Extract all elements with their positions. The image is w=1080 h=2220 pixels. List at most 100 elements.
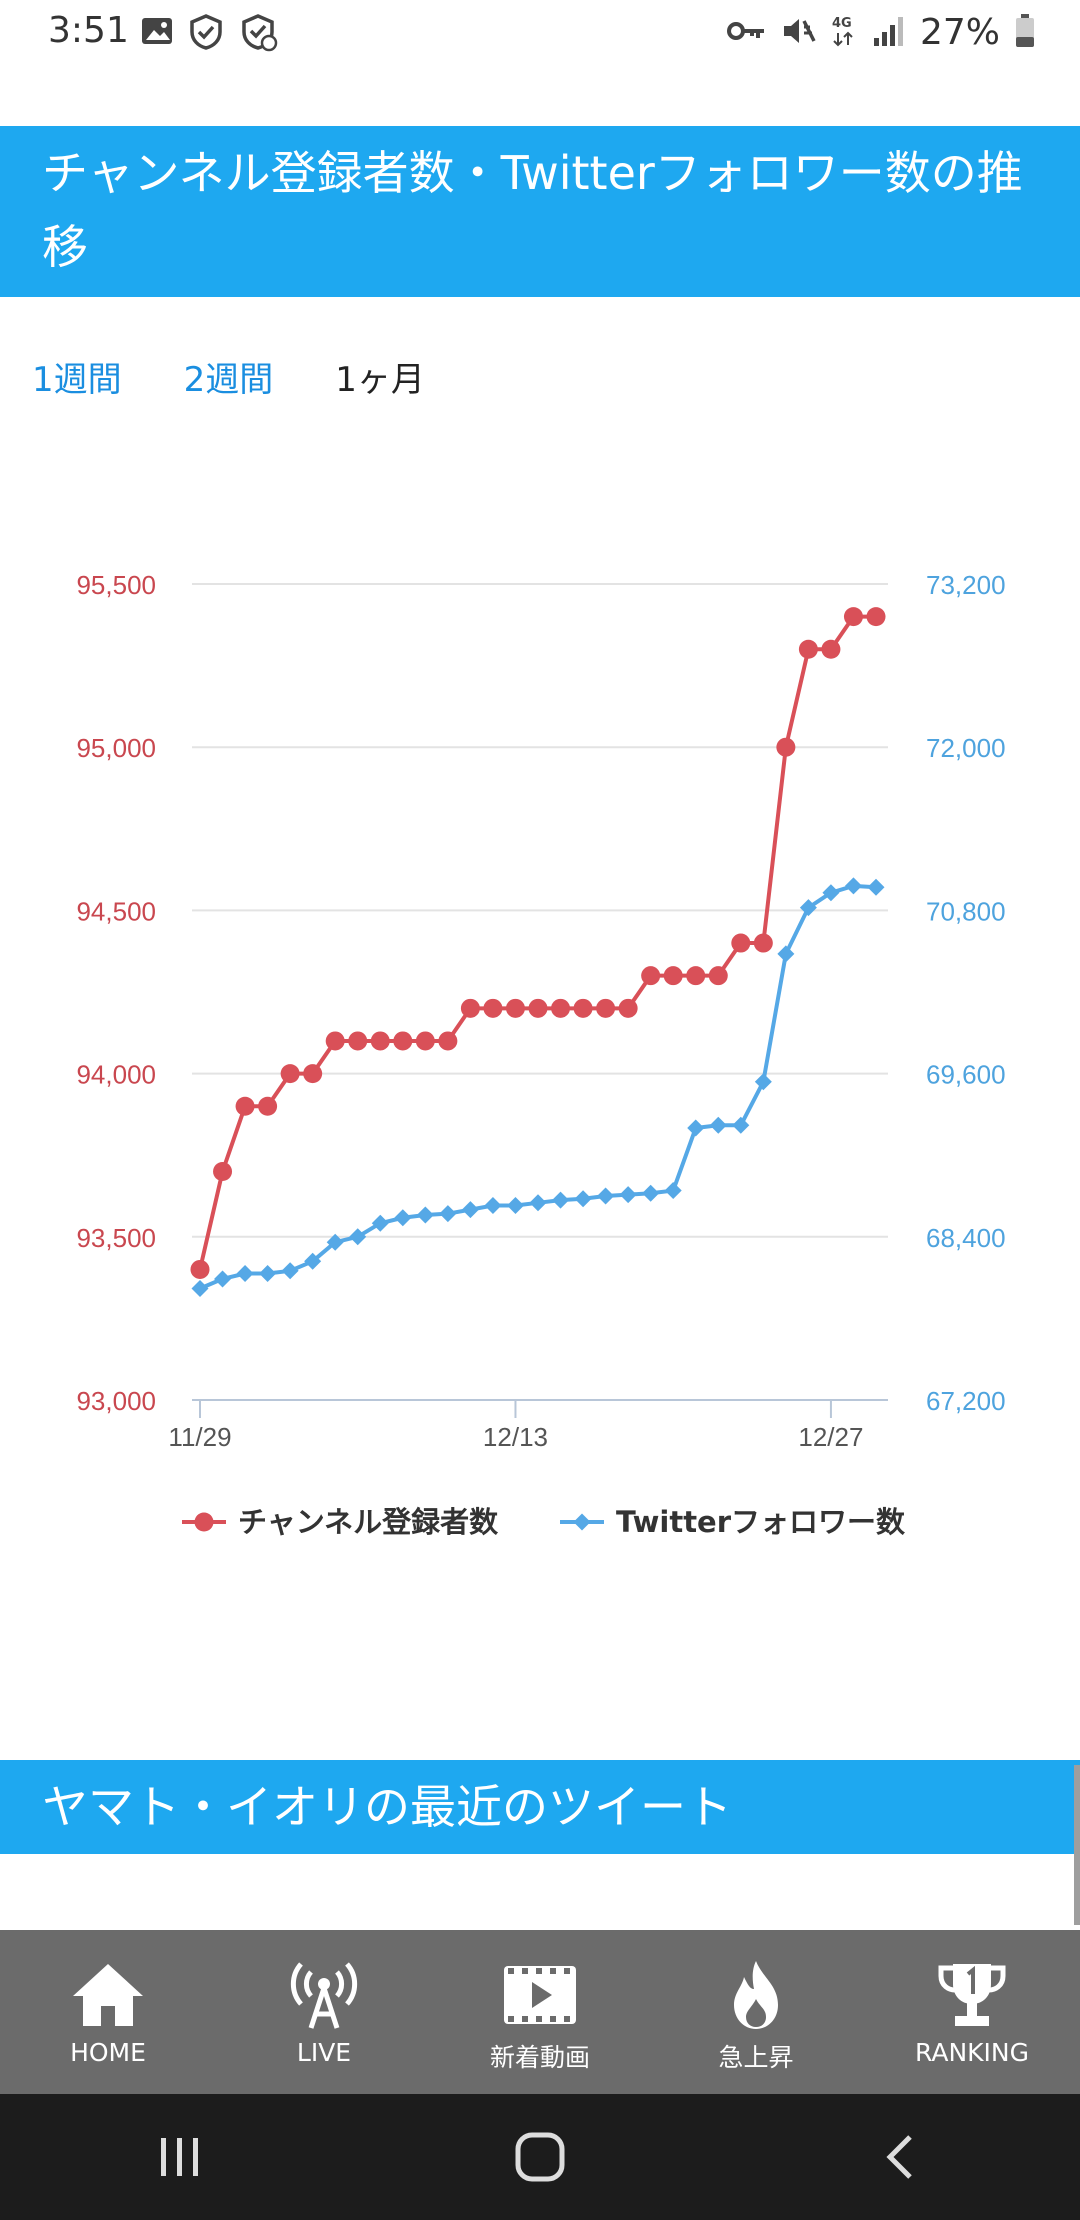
subscriber-data-point [325, 1031, 345, 1051]
chart-axes: 93,000 67,200 93,500 68,400 94,000 69,600 94,5… [76, 570, 1005, 1452]
nav-trending-label: 急上昇 [718, 2043, 794, 2072]
tab-1-month[interactable]: 1ヶ月 [335, 360, 425, 400]
follower-data-point [867, 878, 885, 896]
subscriber-data-point [483, 998, 503, 1018]
svg-text:4G: 4G [832, 16, 852, 31]
chart-section-header: チャンネル登録者数・Twitterフォロワー数の推移 [0, 126, 1080, 297]
right-axis-tick-label: 68,400 [926, 1223, 1006, 1253]
subscriber-data-point [821, 639, 841, 659]
follower-data-point [349, 1228, 367, 1246]
subscriber-data-point [798, 639, 818, 659]
chart-legend: チャンネル登録者数 Twitterフォロワー数 [182, 1505, 906, 1539]
follower-data-point [754, 1073, 772, 1091]
subscriber-data-point [573, 998, 593, 1018]
chart-svg: 93,000 67,200 93,500 68,400 94,000 69,600 94,5… [76, 570, 1005, 1539]
scrollbar[interactable] [1074, 1765, 1080, 1925]
left-axis-tick-label: 95,500 [76, 570, 156, 600]
subscriber-data-point [618, 998, 638, 1018]
vibrate-mute-icon [780, 13, 816, 53]
right-axis-tick-label: 69,600 [926, 1060, 1006, 1090]
battery-icon [1014, 13, 1036, 53]
follower-data-point [687, 1119, 705, 1137]
follower-data-point [529, 1194, 547, 1212]
shield-check-icon [188, 14, 224, 54]
follower-data-point [642, 1184, 660, 1202]
follower-data-point [777, 945, 795, 963]
x-axis-tick-label: 12/27 [798, 1422, 863, 1452]
nav-ranking-label: RANKING [914, 2038, 1029, 2067]
signal-strength-icon [872, 14, 906, 52]
follower-data-point [844, 877, 862, 895]
follower-data-point [304, 1252, 322, 1270]
vpn-key-icon [726, 16, 766, 50]
image-notification-icon [140, 14, 174, 52]
nav-live-label: LIVE [296, 2038, 352, 2067]
x-axis-tick-label: 11/29 [168, 1422, 231, 1452]
subscriber-data-point [596, 998, 616, 1018]
nav-home[interactable]: HOME [0, 1930, 216, 2094]
follower-data-point [506, 1197, 524, 1215]
left-axis-tick-label: 93,500 [76, 1223, 156, 1253]
follower-data-point [597, 1187, 615, 1205]
subscriber-data-point [663, 966, 683, 986]
tweets-section-header: ヤマト・イオリの最近のツイート [0, 1760, 1080, 1854]
left-axis-tick-label: 95,000 [76, 733, 156, 763]
subscriber-data-point [415, 1031, 435, 1051]
follower-data-point [619, 1186, 637, 1204]
follower-data-point [799, 899, 817, 917]
subscriber-data-point [190, 1259, 210, 1279]
follower-data-point [709, 1116, 727, 1134]
subscriber-data-point [460, 998, 480, 1018]
nav-ranking[interactable]: RANKING [864, 1930, 1080, 2094]
home-icon [71, 1958, 145, 2032]
legend-marker-diamond [573, 1513, 591, 1531]
x-axis-tick-label: 12/13 [483, 1422, 548, 1452]
nav-new-videos[interactable]: 新着動画 [432, 1930, 648, 2094]
legend-label-subscribers: チャンネル登録者数 [238, 1505, 499, 1539]
subscriber-data-point [258, 1096, 278, 1116]
subscriber-data-point [753, 933, 773, 953]
legend-label-followers: Twitterフォロワー数 [616, 1505, 906, 1539]
subscriber-data-point [528, 998, 548, 1018]
tab-1-week[interactable]: 1週間 [32, 360, 122, 400]
subscriber-data-point [370, 1031, 390, 1051]
follower-data-point [326, 1233, 344, 1251]
right-axis-tick-label: 72,000 [926, 733, 1006, 763]
follower-data-point [822, 884, 840, 902]
follower-data-point [416, 1206, 434, 1224]
bottom-navigation: HOME LIVE 新着動画 急上昇 RANKING [0, 1930, 1080, 2094]
chart-grid [192, 583, 888, 1401]
recent-apps-button[interactable] [120, 2117, 240, 2197]
network-4g-icon: 4G [830, 13, 858, 53]
period-tabs: 1週間 2週間 1ヶ月 [32, 352, 487, 401]
chart-series [190, 607, 886, 1297]
subscriber-follower-chart: 93,000 67,200 93,500 68,400 94,000 69,600 94,5… [0, 520, 1080, 1600]
trophy-icon [935, 1958, 1009, 2032]
right-axis-tick-label: 73,200 [926, 570, 1006, 600]
chart-section-title: チャンネル登録者数・Twitterフォロワー数の推移 [42, 146, 1023, 274]
nav-live[interactable]: LIVE [216, 1930, 432, 2094]
shield-sync-icon [240, 14, 278, 56]
follower-data-point [484, 1197, 502, 1215]
tab-2-weeks[interactable]: 2週間 [183, 360, 274, 400]
left-axis-tick-label: 93,000 [76, 1386, 156, 1416]
subscriber-data-point [686, 966, 706, 986]
follower-data-point [281, 1262, 299, 1280]
follower-data-point [214, 1270, 232, 1288]
left-axis-tick-label: 94,500 [76, 896, 156, 926]
follower-data-point [191, 1279, 209, 1297]
follower-data-point [394, 1209, 412, 1227]
follower-data-point [574, 1190, 592, 1208]
home-circle-icon [515, 2132, 565, 2182]
follower-data-point [439, 1205, 457, 1223]
subscriber-data-point [866, 607, 886, 627]
back-button[interactable] [840, 2117, 960, 2197]
follower-data-point [371, 1214, 389, 1232]
home-system-button[interactable] [480, 2117, 600, 2197]
nav-trending[interactable]: 急上昇 [648, 1930, 864, 2094]
follower-data-point [461, 1201, 479, 1219]
subscriber-data-point [776, 737, 796, 757]
tweets-section-title: ヤマト・イオリの最近のツイート [42, 1780, 732, 1834]
status-bar: 3:51 4G 27% [0, 0, 1080, 64]
subscriber-data-point [393, 1031, 413, 1051]
